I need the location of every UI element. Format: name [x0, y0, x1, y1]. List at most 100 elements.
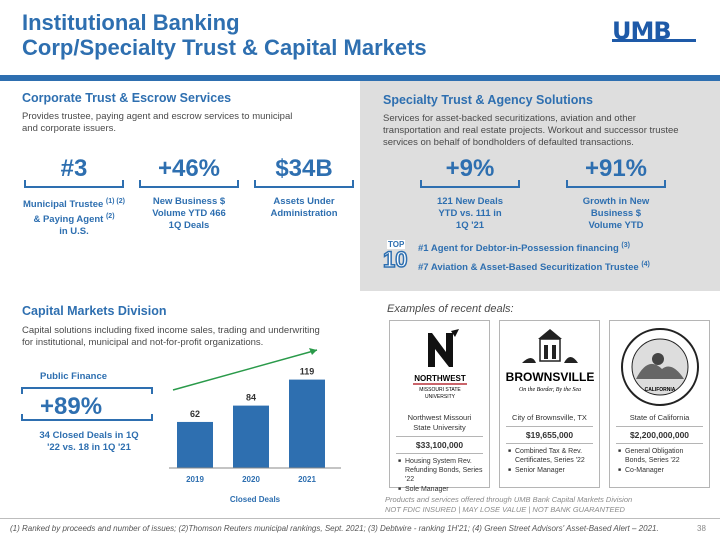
list-item: Senior Manager — [508, 466, 595, 475]
logo-text: On the Border, By the Sea — [518, 387, 580, 393]
corporate-trust-heading: Corporate Trust & Escrow Services — [22, 91, 232, 105]
deal-card: CALIFORNIA State of California $2,200,00… — [609, 320, 710, 488]
logo-text: UNIVERSITY — [424, 394, 455, 400]
desc-line: Provides trustee, paying agent and escro… — [22, 111, 293, 122]
desc-line: and corporate issuers. — [22, 123, 116, 134]
logo-text: CALIFORNIA — [644, 387, 675, 393]
caption-line: in U.S. — [59, 226, 89, 238]
list-item: Co-Manager — [618, 466, 705, 475]
stat-value: +91% — [584, 155, 648, 182]
stat-bracket — [254, 180, 354, 188]
stat-bracket — [420, 180, 520, 188]
desc-line: Capital solutions including fixed income… — [22, 325, 320, 336]
deal-card: NORTHWEST MISSOURI STATE UNIVERSITY Nort… — [389, 320, 490, 494]
divider — [616, 443, 703, 444]
divider — [506, 426, 593, 427]
stat-caption: 121 New Deals YTD vs. 111 in 1Q '21 — [410, 196, 530, 232]
caption-line: 1Q '21 — [455, 220, 485, 231]
page-number: 38 — [697, 524, 706, 533]
caption-line: 121 New Deals — [436, 196, 503, 207]
public-finance-caption: 34 Closed Deals in 1Q '22 vs. 18 in 1Q '… — [14, 430, 164, 454]
logo-text: BROWNSVILLE — [505, 370, 594, 384]
capital-markets-desc: Capital solutions including fixed income… — [22, 325, 320, 349]
divider — [616, 426, 703, 427]
top10-number: 10 — [382, 246, 408, 273]
footnote: (1) Ranked by proceeds and number of iss… — [10, 524, 659, 533]
deal-issuer: Northwest Missouri State University — [407, 413, 472, 432]
deal-amount: $33,100,000 — [415, 440, 464, 450]
chart-bar — [177, 421, 213, 468]
caption-line: New Business $ — [152, 196, 226, 207]
list-item: Sole Manager — [398, 485, 485, 494]
deal-details: Housing System Rev. Refunding Bonds, Ser… — [390, 457, 489, 494]
chart-bar — [289, 379, 325, 468]
stat-caption: Municipal Trustee (1) (2) & Paying Agent… — [4, 196, 144, 238]
desc-line: transportation and real estate projects.… — [383, 125, 679, 136]
caption-line: Volume YTD — [588, 220, 644, 231]
logo-underline — [612, 39, 696, 42]
stat-value: +46% — [157, 155, 221, 182]
umb-logo: UMB — [612, 17, 700, 45]
divider — [396, 453, 483, 454]
deal-card: BROWNSVILLE On the Border, By the Sea Ci… — [499, 320, 600, 488]
logo-text: NORTHWEST — [414, 374, 466, 383]
specialty-trust-heading: Specialty Trust & Agency Solutions — [383, 93, 593, 107]
stat-caption: New Business $ Volume YTD 466 1Q Deals — [129, 196, 249, 232]
closed-deals-chart: 62 2019 84 2020 119 2021 Closed Deals — [169, 348, 341, 504]
top10-label: TOP — [387, 240, 406, 249]
desc-line: Services for asset-backed securitization… — [383, 113, 636, 124]
deal-amount: $19,655,000 — [525, 430, 574, 440]
specialty-trust-desc: Services for asset-backed securitization… — [383, 113, 679, 149]
caption-line: Business $ — [590, 208, 642, 219]
caption-line: '22 vs. 18 in 1Q '21 — [47, 442, 131, 453]
desc-line: services on behalf of bondholders of def… — [383, 137, 634, 148]
divider — [506, 443, 593, 444]
nwmsu-logo: NORTHWEST MISSOURI STATE UNIVERSITY — [390, 321, 489, 413]
page-title-line1: Institutional Banking — [22, 10, 240, 35]
disclaimer: Products and services offered through UM… — [385, 495, 695, 515]
stat-caption: Growth in New Business $ Volume YTD — [556, 196, 676, 232]
caption-line: Municipal Trustee (1) (2) — [23, 198, 125, 211]
caption-line: Growth in New — [582, 196, 650, 207]
tick-label: 2021 — [298, 475, 316, 484]
public-finance-bracket — [21, 387, 153, 421]
disclaimer-line: NOT FDIC INSURED | MAY LOSE VALUE | NOT … — [385, 505, 625, 514]
data-label: 119 — [300, 367, 315, 377]
caption-line: Volume YTD 466 — [152, 208, 226, 219]
chart-bar — [233, 405, 269, 468]
ranking-item: #7 Aviation & Asset-Based Securitization… — [418, 261, 650, 274]
caption-line: Assets Under — [273, 196, 335, 207]
deal-details: Combined Tax & Rev. Certificates, Series… — [500, 447, 599, 475]
stat-value: +9% — [445, 155, 495, 182]
trend-arrow-icon — [309, 348, 317, 355]
divider — [396, 436, 483, 437]
stat-bracket — [24, 180, 124, 188]
logo-text: MISSOURI STATE — [419, 387, 461, 393]
list-item: General Obligation Bonds, Series '22 — [618, 447, 705, 465]
stat-value: #3 — [60, 155, 88, 182]
disclaimer-line: Products and services offered through UM… — [385, 495, 633, 504]
examples-heading: Examples of recent deals: — [387, 303, 514, 315]
public-finance-value: +89% — [40, 393, 103, 420]
desc-line: for institutional, municipal and not-for… — [22, 337, 264, 348]
deal-details: General Obligation Bonds, Series '22 Co-… — [610, 447, 709, 475]
public-finance-label: Public Finance — [40, 371, 108, 382]
trend-line — [172, 349, 318, 391]
brownsville-logo: BROWNSVILLE On the Border, By the Sea — [500, 321, 599, 413]
deal-issuer: City of Brownsville, TX — [512, 413, 587, 422]
footer-rule — [0, 518, 720, 519]
caption-line: & Paying Agent (2) — [33, 213, 115, 226]
corporate-trust-desc: Provides trustee, paying agent and escro… — [22, 111, 292, 135]
x-axis-label: Closed Deals — [230, 495, 281, 504]
stat-bracket — [566, 180, 666, 188]
data-label: 84 — [246, 393, 256, 403]
california-seal-icon: CALIFORNIA — [610, 321, 709, 413]
list-item: Combined Tax & Rev. Certificates, Series… — [508, 447, 595, 465]
deal-issuer: State of California — [629, 413, 690, 422]
caption-line: YTD vs. 111 in — [438, 208, 502, 219]
caption-line: 1Q Deals — [168, 220, 210, 231]
caption-line: Administration — [270, 208, 338, 219]
tick-label: 2020 — [242, 475, 260, 484]
deal-amount: $2,200,000,000 — [629, 430, 690, 440]
capital-markets-heading: Capital Markets Division — [22, 304, 167, 318]
